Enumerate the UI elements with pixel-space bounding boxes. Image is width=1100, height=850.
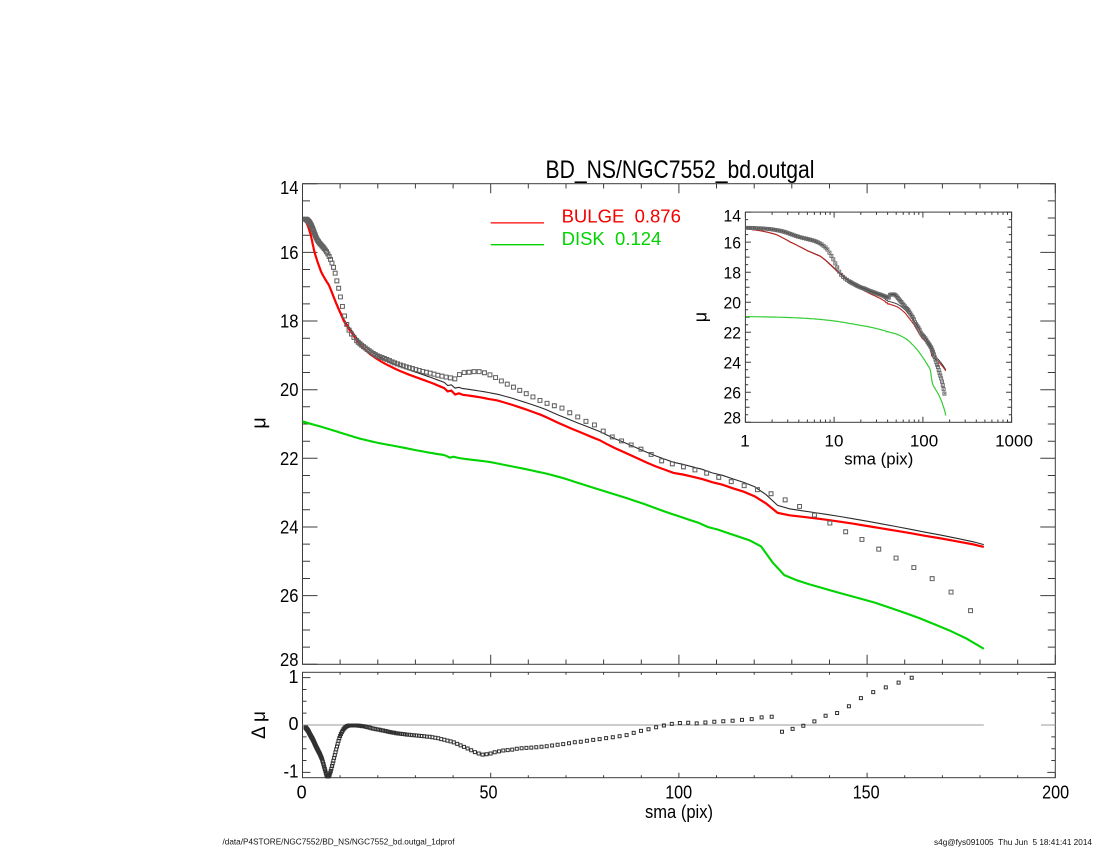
svg-text:28: 28 — [724, 408, 742, 427]
svg-text:50: 50 — [480, 782, 498, 802]
svg-text:10: 10 — [825, 431, 844, 450]
svg-text:20: 20 — [280, 380, 299, 400]
svg-text:-1: -1 — [284, 762, 299, 782]
svg-text:1: 1 — [740, 431, 749, 450]
svg-text:14: 14 — [280, 178, 299, 198]
svg-text:28: 28 — [280, 650, 299, 670]
svg-text:μ: μ — [249, 417, 271, 429]
svg-text:26: 26 — [280, 586, 299, 606]
svg-text:18: 18 — [280, 312, 299, 332]
svg-text:16: 16 — [280, 243, 299, 263]
svg-text:/data/P4STORE/NGC7552/BD_NS/NG: /data/P4STORE/NGC7552/BD_NS/NGC7552_bd.o… — [223, 837, 456, 847]
svg-text:sma (pix): sma (pix) — [844, 449, 913, 468]
svg-text:1: 1 — [288, 667, 298, 687]
svg-text:26: 26 — [724, 384, 742, 403]
svg-text:100: 100 — [910, 431, 938, 450]
svg-text:18: 18 — [724, 263, 742, 282]
svg-text:100: 100 — [665, 782, 692, 802]
svg-text:22: 22 — [280, 449, 299, 469]
svg-text:1000: 1000 — [995, 431, 1033, 450]
svg-text:24: 24 — [724, 353, 742, 372]
svg-text:150: 150 — [853, 782, 880, 802]
svg-text:16: 16 — [724, 233, 742, 252]
svg-text:22: 22 — [724, 323, 742, 342]
svg-text:24: 24 — [280, 518, 299, 538]
svg-text:s4g@fys091005 Thu Jun 5 18:4: s4g@fys091005 Thu Jun 5 18:41:41 2014 — [934, 837, 1092, 847]
svg-text:Δ μ: Δ μ — [249, 711, 270, 739]
svg-text:DISK 0.124: DISK 0.124 — [562, 228, 662, 249]
svg-text:0: 0 — [288, 714, 298, 734]
svg-text:BD_NS/NGC7552_bd.outgal: BD_NS/NGC7552_bd.outgal — [546, 156, 815, 184]
svg-text:BULGE 0.876: BULGE 0.876 — [562, 205, 681, 226]
svg-text:14: 14 — [724, 207, 742, 226]
svg-text:μ: μ — [691, 312, 711, 322]
svg-text:20: 20 — [724, 293, 742, 312]
svg-text:sma (pix): sma (pix) — [645, 802, 713, 822]
svg-text:200: 200 — [1042, 782, 1069, 802]
svg-text:0: 0 — [297, 782, 307, 802]
